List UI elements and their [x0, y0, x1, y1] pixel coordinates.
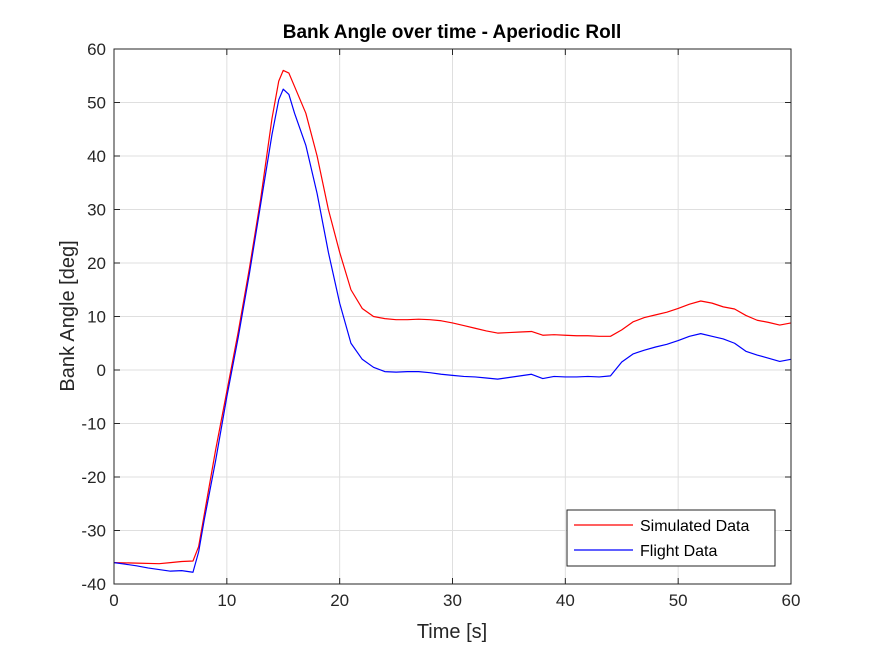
y-tick-label: -10 — [81, 415, 106, 434]
y-tick-label: 60 — [87, 40, 106, 59]
y-tick-label: 0 — [97, 361, 106, 380]
y-tick-label: -30 — [81, 522, 106, 541]
x-axis-label: Time [s] — [417, 621, 487, 643]
legend-label-simulated: Simulated Data — [640, 518, 749, 535]
x-tick-label: 0 — [109, 591, 118, 610]
x-tick-label: 40 — [556, 591, 575, 610]
y-tick-label: 10 — [87, 308, 106, 327]
chart-title: Bank Angle over time - Aperiodic Roll — [283, 22, 622, 43]
y-tick-label: 30 — [87, 201, 106, 220]
y-tick-label: 40 — [87, 147, 106, 166]
legend-box — [566, 509, 776, 567]
x-tick-label: 30 — [443, 591, 462, 610]
legend: Simulated Data Flight Data — [566, 509, 776, 567]
legend-label-flight: Flight Data — [640, 543, 717, 560]
axis-ticks: 0 10 20 30 40 50 60 -40 -30 -20 -10 0 10 20 30 40 50 60 — [81, 40, 800, 610]
x-tick-label: 20 — [330, 591, 349, 610]
x-tick-label: 60 — [782, 591, 801, 610]
x-tick-label: 10 — [217, 591, 236, 610]
x-tick-label: 50 — [669, 591, 688, 610]
y-tick-label: 50 — [87, 94, 106, 113]
y-tick-label: -40 — [81, 575, 106, 594]
series-line-flight — [113, 88, 792, 573]
y-tick-label: 20 — [87, 254, 106, 273]
series-group — [113, 69, 792, 573]
series-line-simulated — [113, 69, 792, 565]
y-tick-label: -20 — [81, 468, 106, 487]
y-axis-label: Bank Angle [deg] — [57, 240, 79, 391]
